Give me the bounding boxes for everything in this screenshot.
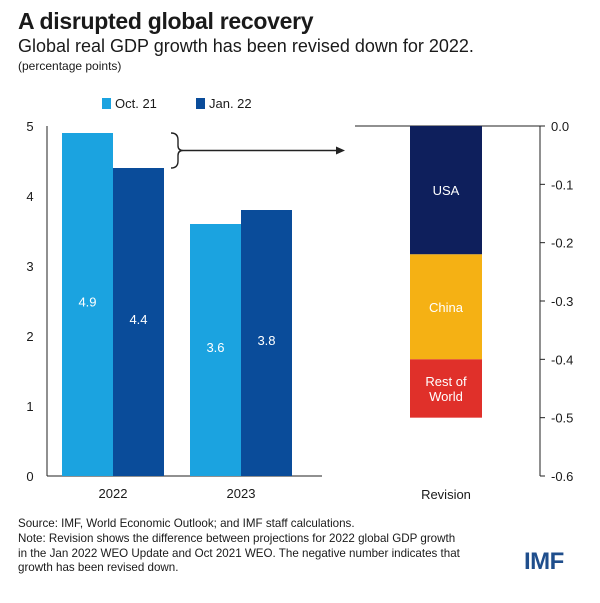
bracket-connector [170, 132, 184, 169]
left-y-tick-label: 4 [26, 189, 33, 204]
stack-segment-china [410, 254, 482, 360]
bar-2022-jan22 [113, 168, 164, 476]
chart-subtitle: Global real GDP growth has been revised … [18, 36, 474, 56]
bar-data-label: 4.9 [78, 295, 96, 310]
stack-segment-label: Rest of [425, 374, 467, 389]
bar-data-label: 3.8 [257, 333, 275, 348]
right-y-tick-label: -0.1 [551, 177, 573, 192]
bar-data-label: 4.4 [129, 312, 147, 327]
x-category-label: 2022 [99, 486, 128, 501]
stack-segment-rest-of-world [410, 359, 482, 418]
bar-2023-jan22 [241, 210, 292, 476]
bar-data-label: 3.6 [206, 340, 224, 355]
right-y-tick-label: -0.5 [551, 411, 573, 426]
stack-segment-usa [410, 126, 482, 255]
left-y-tick-label: 0 [26, 469, 33, 484]
legend-swatch-oct21 [102, 98, 111, 109]
chart-title: A disrupted global recovery [18, 8, 314, 34]
stack-segment-label: World [429, 389, 463, 404]
legend-label: Jan. 22 [209, 96, 252, 111]
right-y-tick-label: 0.0 [551, 119, 569, 134]
bar-2023-oct21 [190, 224, 241, 476]
right-y-tick-label: -0.4 [551, 352, 573, 367]
note-line-1: Note: Revision shows the difference betw… [18, 531, 456, 545]
note-line-3: growth has been revised down. [18, 561, 179, 575]
stack-segment-label: China [429, 300, 464, 315]
note-line-2: in the Jan 2022 WEO Update and Oct 2021 … [18, 546, 460, 560]
right-y-tick-label: -0.2 [551, 236, 573, 251]
legend-swatch-jan22 [196, 98, 205, 109]
units-label: (percentage points) [18, 59, 122, 73]
x-category-label: 2023 [227, 486, 256, 501]
arrow-head [336, 146, 345, 155]
right-y-tick-label: -0.6 [551, 469, 573, 484]
legend-label: Oct. 21 [115, 96, 157, 111]
stack-segment-label: USA [433, 183, 460, 198]
bar-2022-oct21 [62, 133, 113, 476]
left-y-tick-label: 1 [26, 399, 33, 414]
left-y-tick-label: 3 [26, 259, 33, 274]
source-line: Source: IMF, World Economic Outlook; and… [18, 517, 355, 530]
left-y-tick-label: 5 [26, 119, 33, 134]
source-note: Source: IMF, World Economic Outlook; and… [18, 517, 508, 576]
imf-logo: IMF [524, 548, 564, 575]
left-y-tick-label: 2 [26, 329, 33, 344]
x-category-label-revision: Revision [421, 487, 471, 502]
right-y-tick-label: -0.3 [551, 294, 573, 309]
